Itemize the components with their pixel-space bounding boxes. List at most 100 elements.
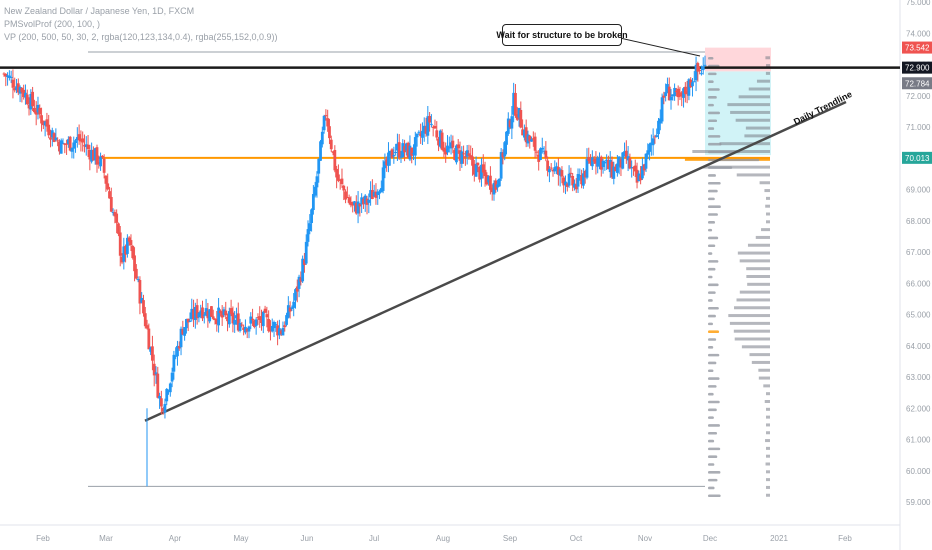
profile-bar [764, 189, 770, 193]
candle-down [635, 169, 639, 183]
candle-down [528, 135, 532, 142]
candle-up [421, 130, 424, 138]
candle-down [20, 87, 24, 93]
candle-up [669, 96, 673, 101]
candle-down [521, 129, 524, 136]
profile-bar [766, 446, 770, 450]
candle-up [72, 142, 76, 149]
candle-up [176, 345, 179, 357]
candle-up [238, 323, 242, 331]
candle-up [394, 151, 398, 153]
candle-up [363, 195, 367, 204]
candle-down [653, 136, 657, 138]
candle-up [122, 246, 126, 262]
candle-up [553, 167, 557, 172]
candle-down [619, 159, 623, 168]
candle-up [542, 150, 546, 152]
candle-down [689, 79, 693, 88]
candle-up [567, 173, 571, 186]
candle-down [476, 162, 480, 166]
candle-up [360, 197, 364, 205]
candle-up [315, 176, 319, 188]
candle-down [52, 133, 56, 142]
candle-up [646, 150, 650, 155]
candle-up [415, 133, 419, 138]
profile-pill [708, 119, 718, 123]
candle-down [127, 237, 131, 242]
profile-bar [756, 79, 770, 83]
indicator-label-2: VP (200, 500, 50, 30, 2, rgba(120,123,13… [4, 32, 278, 42]
profile-bar [746, 275, 770, 278]
profile-pill [708, 369, 714, 373]
candle-down [104, 175, 108, 184]
candle-down [145, 325, 149, 329]
profile-pill [708, 189, 718, 193]
candle-up [408, 145, 412, 160]
x-tick-label: 2021 [770, 534, 788, 543]
candle-up [564, 181, 567, 186]
candle-down [678, 94, 682, 96]
candle-up [247, 326, 251, 332]
candle-down [442, 147, 446, 152]
candle-up [576, 174, 580, 187]
candle-down [100, 155, 104, 158]
profile-pill [708, 221, 716, 224]
candle-up [505, 131, 508, 145]
candle-down [485, 175, 489, 185]
candle-up [603, 161, 607, 164]
candle-down [490, 187, 494, 193]
candle-down [331, 151, 335, 153]
profile-pill [708, 447, 721, 451]
candle-down [628, 158, 632, 169]
candle-down [288, 307, 292, 312]
candle-down [351, 202, 355, 206]
candle-up [581, 173, 585, 186]
candle-down [354, 202, 358, 214]
candle-down [519, 109, 523, 128]
candle-up [24, 92, 27, 98]
candle-down [220, 311, 224, 318]
candle-up [111, 212, 115, 214]
candle-up [417, 131, 421, 133]
profile-pill [708, 291, 716, 294]
candle-down [31, 91, 35, 107]
y-tick-label: 68.000 [906, 217, 931, 226]
profile-pill [708, 455, 718, 458]
profile-bar [735, 118, 770, 122]
profile-bar [739, 290, 770, 294]
candle-up [183, 327, 187, 336]
candle-up [530, 139, 533, 142]
candle-down [195, 305, 199, 319]
candle-up [641, 166, 644, 179]
candle-up [54, 137, 58, 140]
profile-bar [747, 243, 770, 247]
candle-down [403, 146, 406, 153]
candle-down [410, 147, 414, 156]
y-tick-label: 63.000 [906, 373, 931, 382]
price-label-resistance [902, 61, 932, 74]
candle-up [422, 125, 426, 134]
candle-down [81, 138, 85, 143]
price-label-stop [902, 41, 932, 54]
candle-up [66, 139, 70, 144]
candle-down [451, 140, 455, 148]
profile-pill [708, 478, 718, 482]
candle-down [431, 126, 435, 128]
profile-bar [766, 64, 770, 68]
candle-down [56, 140, 60, 142]
x-axis: Feb Mar Apr May Jun Jul Aug Sep Oct Nov Dec 2021 Feb [0, 524, 900, 543]
candle-down [68, 136, 72, 151]
candle-up [249, 316, 253, 324]
candle-up [313, 186, 317, 196]
candle-up [281, 328, 285, 336]
profile-bar [766, 478, 770, 482]
candle-down [419, 133, 423, 137]
x-tick-label: Dec [703, 534, 717, 543]
candle-up [272, 322, 276, 329]
candle-up [608, 159, 612, 173]
profile-pill [708, 213, 718, 216]
candle-up [388, 150, 392, 156]
candle-up [217, 307, 220, 326]
candle-down [390, 149, 394, 158]
